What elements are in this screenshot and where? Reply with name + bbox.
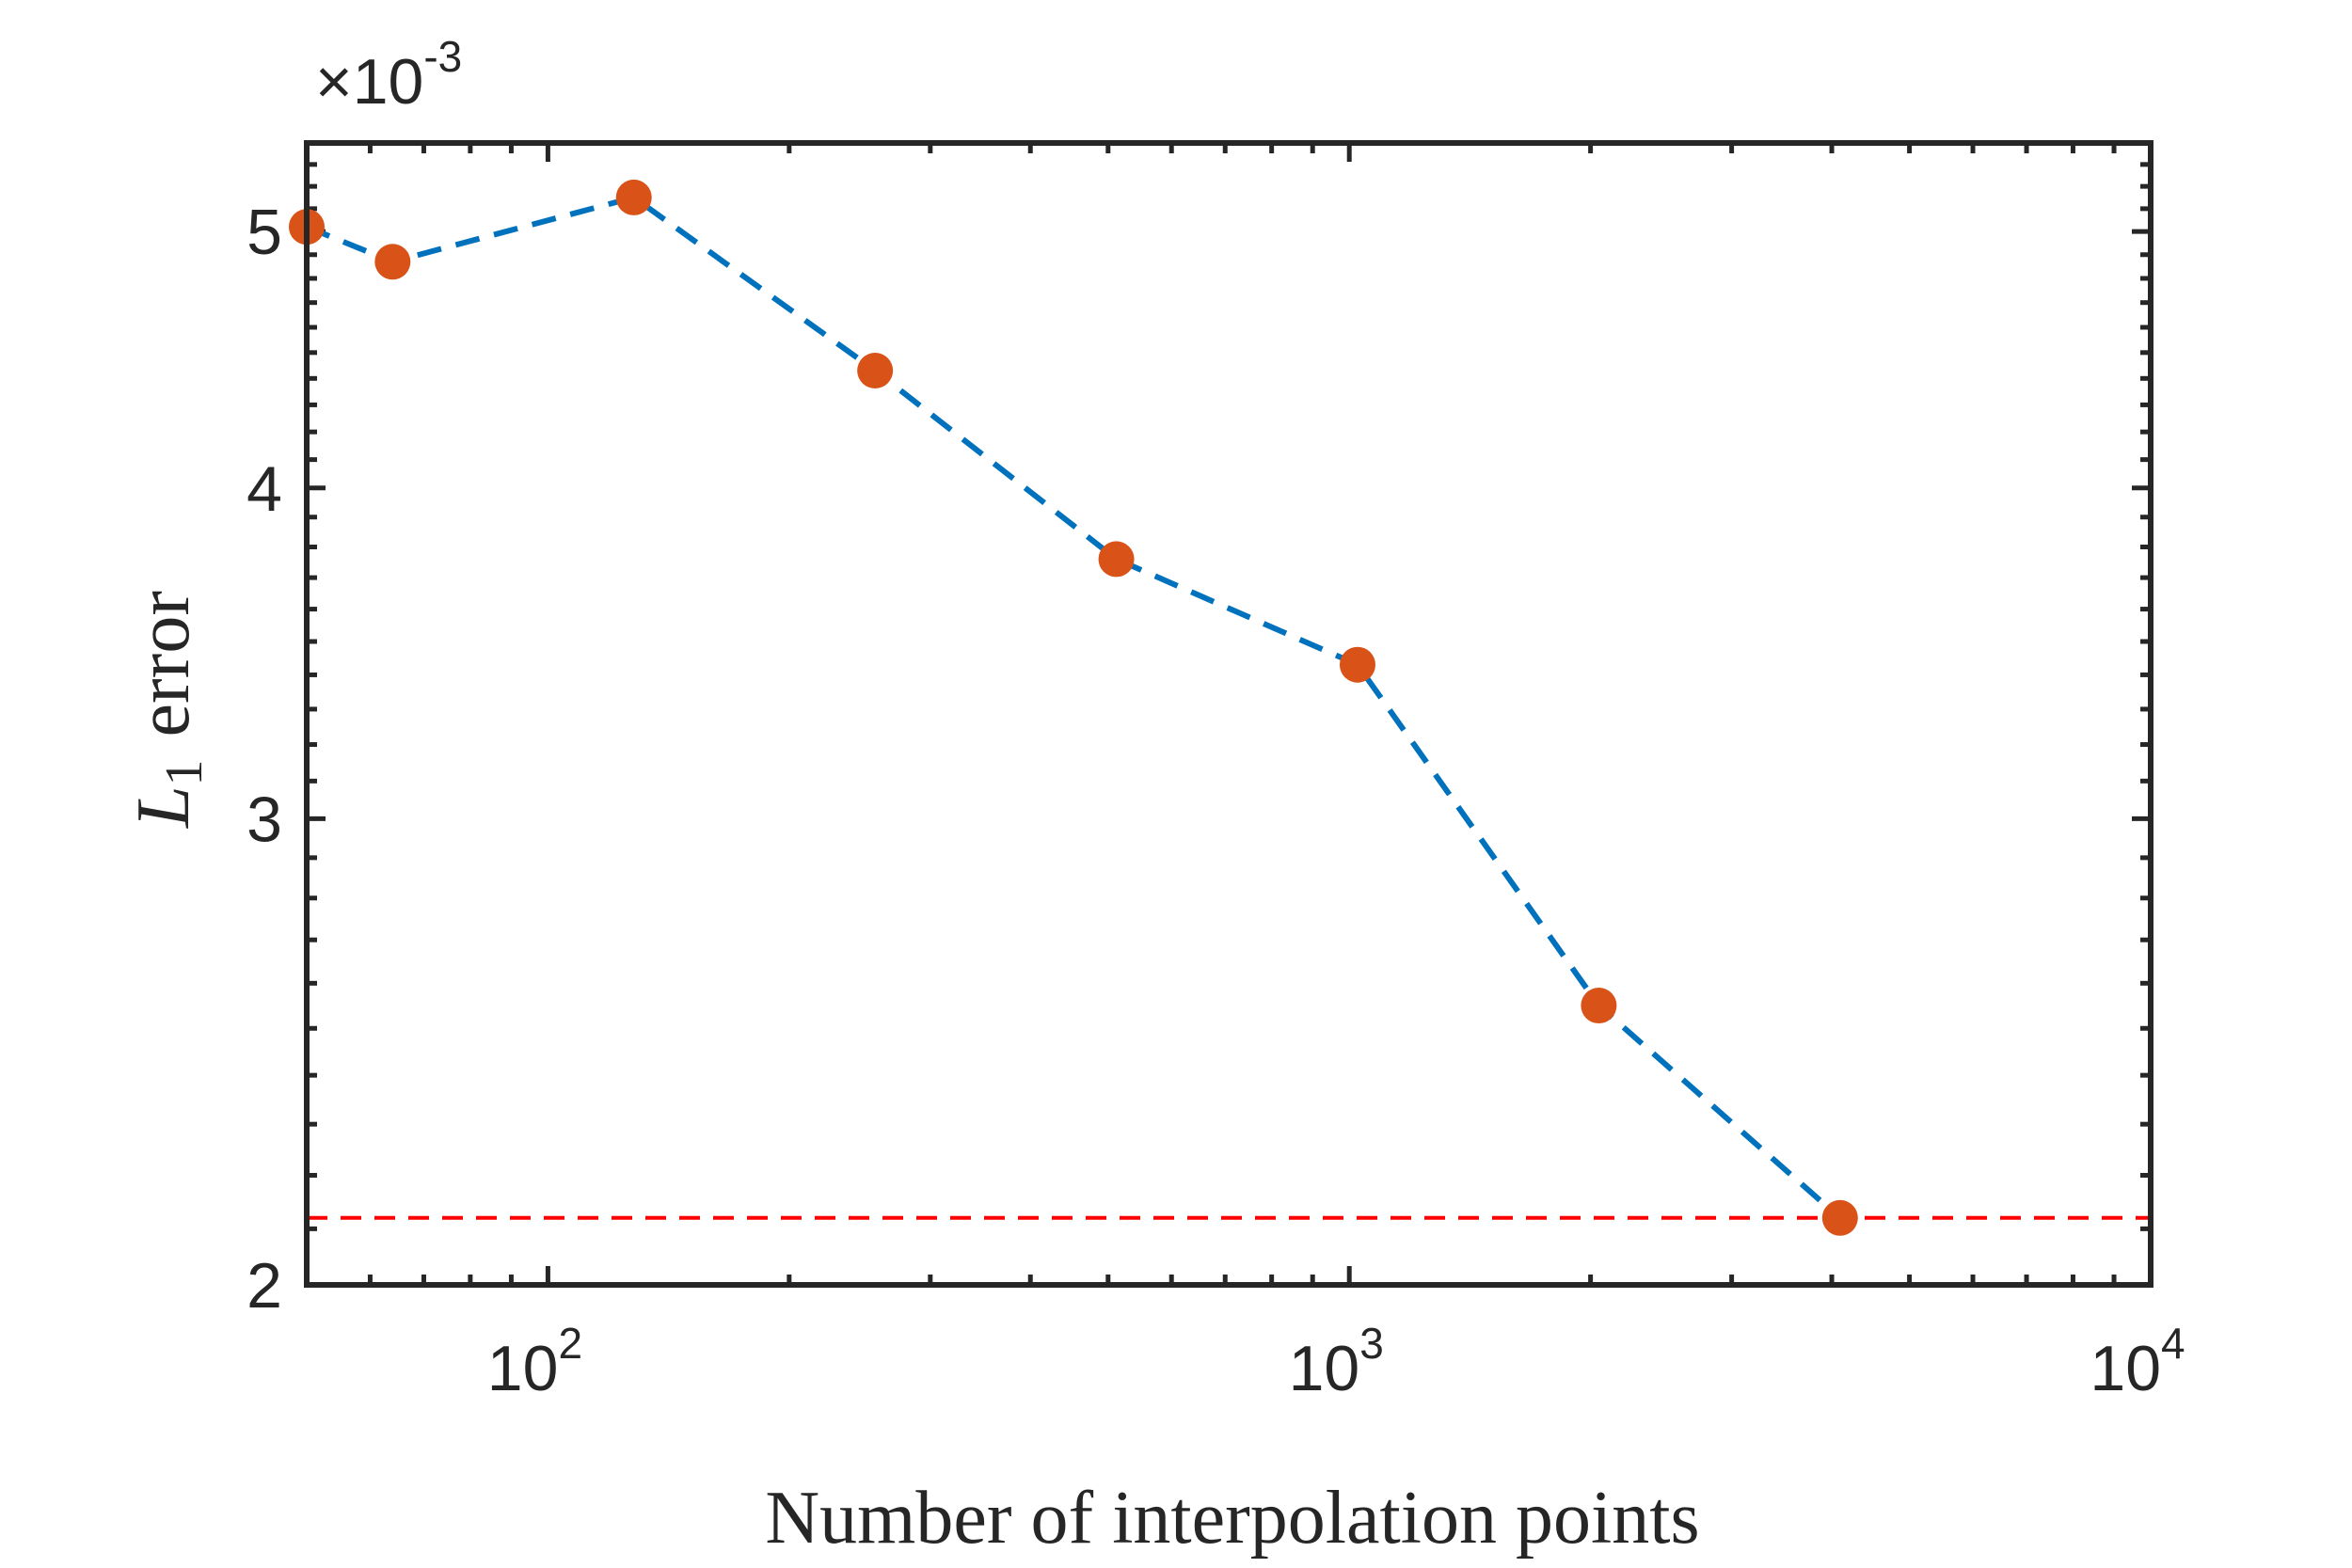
y-tick-label: 4	[246, 453, 282, 525]
x-tick-base: 10	[1289, 1333, 1360, 1404]
y-tick-labels: 2 3 4 5	[246, 197, 282, 1322]
data-markers	[289, 179, 1858, 1236]
y-axis-label-symbol: L	[122, 785, 205, 829]
y-axis-label-text: error	[122, 591, 205, 736]
series-line	[305, 194, 1842, 1221]
y-tick-label: 3	[246, 784, 282, 855]
y-multiplier-prefix: ×10	[315, 46, 423, 118]
x-tick-label: 102	[487, 1319, 582, 1404]
svg-text:L1error: L1 error	[122, 591, 214, 829]
x-tick-exponent: 4	[2161, 1319, 2185, 1368]
x-tick-exponent: 3	[1359, 1319, 1384, 1368]
data-point	[1098, 541, 1135, 578]
x-tick-label: 104	[2090, 1319, 2185, 1404]
axis-ticks	[304, 140, 2153, 1288]
x-tick-exponent: 2	[558, 1319, 582, 1368]
y-tick-label: 5	[246, 197, 282, 268]
y-axis-label-subscript: 1	[155, 759, 214, 785]
y-tick-label: 2	[246, 1250, 282, 1322]
y-multiplier-exponent: -3	[423, 32, 462, 81]
x-tick-label: 103	[1289, 1319, 1384, 1404]
data-point	[857, 353, 894, 389]
data-point	[1581, 988, 1617, 1024]
data-point	[374, 244, 411, 280]
y-axis-multiplier: ×10-3	[315, 32, 462, 118]
x-tick-base: 10	[487, 1333, 559, 1404]
x-axis-label: Number of interpolation points	[765, 1477, 1699, 1560]
data-point	[1821, 1199, 1858, 1236]
plot-frame	[304, 140, 2153, 1288]
data-point	[1339, 646, 1375, 683]
x-tick-base: 10	[2090, 1333, 2161, 1404]
series-group	[289, 179, 2151, 1236]
data-point	[615, 179, 652, 215]
y-axis-label: L1 error	[122, 591, 214, 829]
x-tick-labels: 102 103 104	[487, 1319, 2185, 1404]
